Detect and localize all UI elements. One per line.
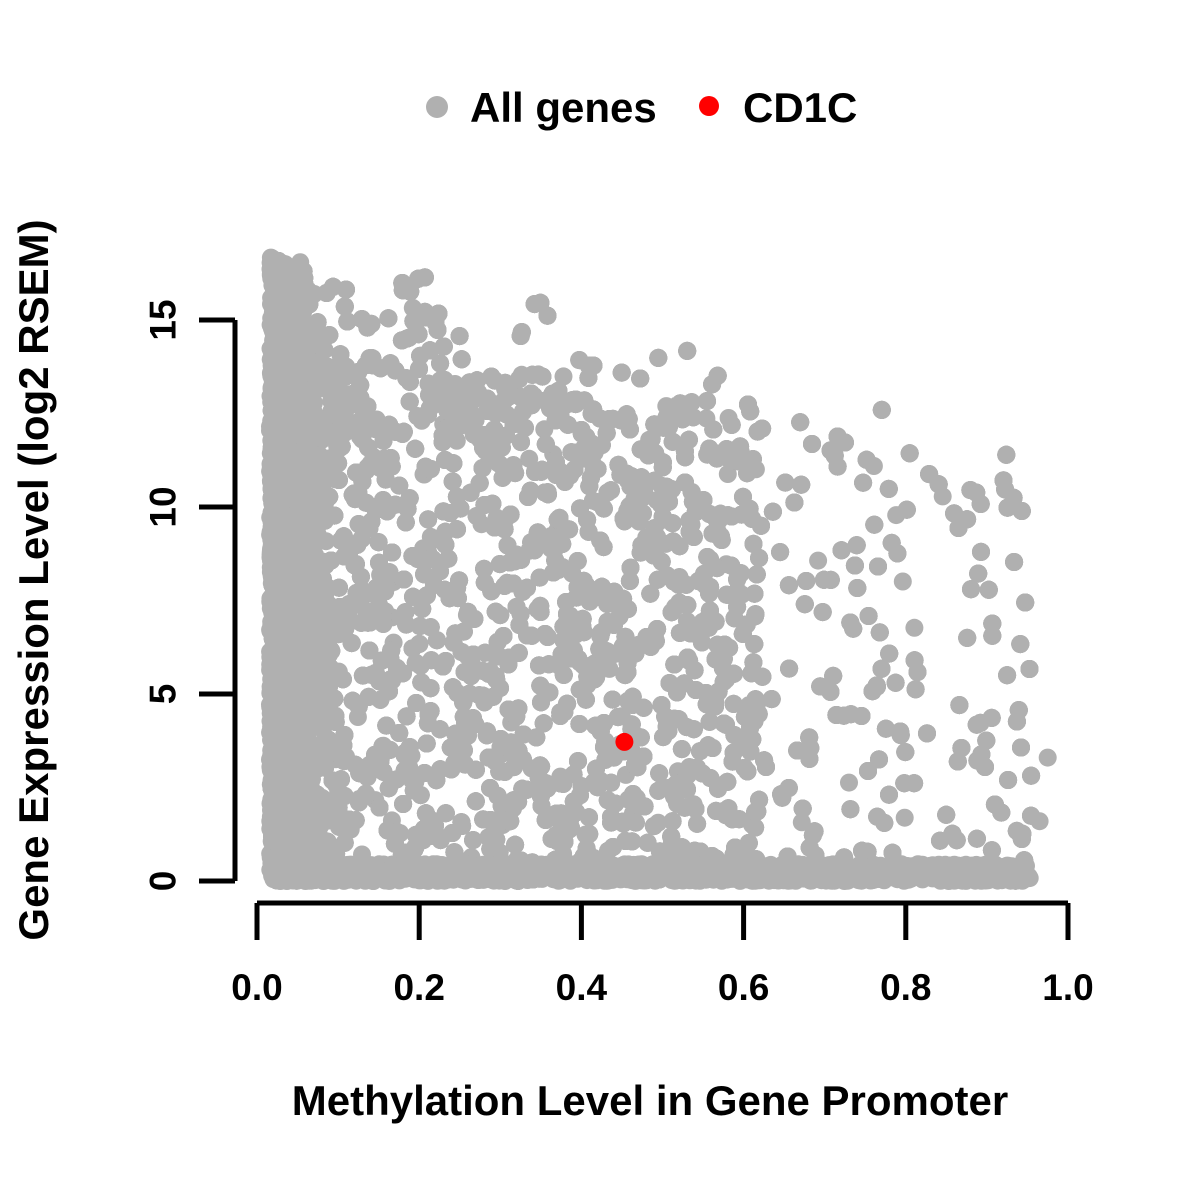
- data-point-all-genes: [809, 551, 828, 570]
- data-point-all-genes: [893, 572, 912, 591]
- data-point-all-genes: [792, 813, 811, 832]
- data-point-all-genes: [718, 465, 737, 483]
- data-point-all-genes: [895, 808, 914, 827]
- series-all-genes-points: [261, 248, 1057, 890]
- data-point-all-genes: [554, 367, 573, 386]
- data-point-all-genes: [840, 773, 858, 792]
- data-point-all-genes: [905, 618, 924, 637]
